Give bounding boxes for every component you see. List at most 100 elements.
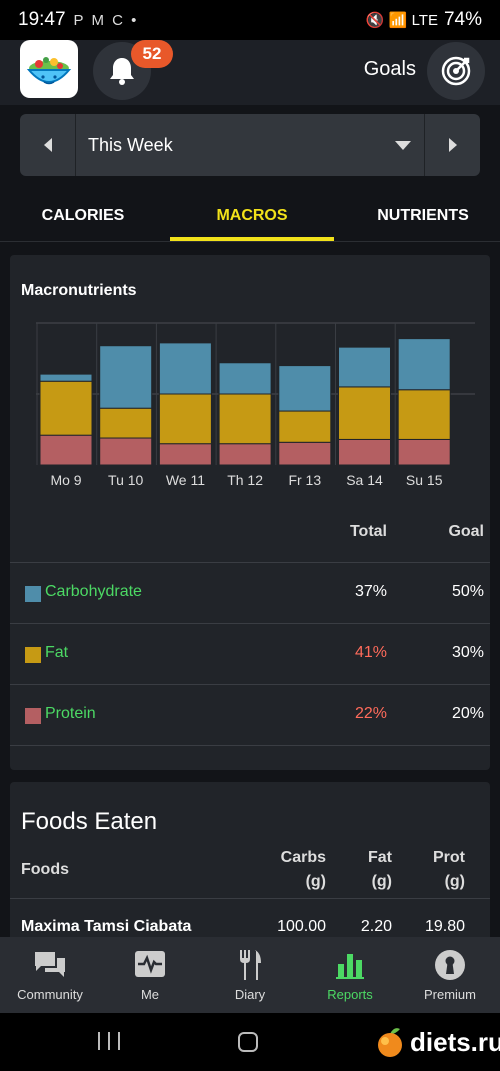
total-column-header: Total: [349, 523, 387, 540]
app-logo[interactable]: [20, 40, 78, 98]
battery-level: 74%: [443, 9, 482, 30]
bar-carbohydrate-tu-10: [99, 345, 153, 409]
goals-label[interactable]: Goals: [363, 58, 416, 80]
macro-name: Carbohydrate: [45, 583, 142, 600]
report-tabs: CALORIES MACROS NUTRIENTS: [0, 190, 500, 242]
foods-eaten-title: Foods Eaten: [21, 808, 158, 835]
bar-fat-fr-13: [278, 410, 332, 443]
prot-label: Prot: [433, 849, 465, 866]
nav-premium[interactable]: Premium: [400, 937, 500, 1013]
chevron-left-icon: [43, 138, 52, 152]
divider: [10, 898, 490, 899]
nav-label: Reports: [327, 987, 373, 1002]
divider: [75, 114, 76, 176]
bar-fat-tu-10: [99, 407, 153, 439]
keyhole-icon: [434, 949, 466, 981]
macro-name: Protein: [45, 705, 96, 722]
macro-row-fat: Fat 41% 30%: [10, 623, 490, 684]
bar-fat-we-11: [158, 393, 212, 445]
status-left-icons: P M C •: [73, 11, 139, 29]
row-divider: [10, 745, 490, 746]
fat-unit: (g): [371, 873, 392, 890]
fat-label: Fat: [368, 849, 392, 866]
bar-protein-tu-10: [99, 437, 153, 466]
bar-fat-mo-9: [39, 380, 93, 436]
goals-button[interactable]: [427, 42, 485, 100]
nav-label: Premium: [423, 987, 476, 1002]
x-tick-label: Fr 13: [288, 472, 321, 488]
food-name[interactable]: Maxima Tamsi Ciabata: [21, 918, 192, 935]
bar-carbohydrate-sa-14: [338, 346, 391, 388]
macro-total: 22%: [354, 705, 387, 722]
carbohydrate-swatch: [25, 586, 41, 602]
nav-diary[interactable]: Diary: [200, 937, 300, 1013]
nav-label: Diary: [234, 987, 266, 1002]
bar-fat-su-15: [397, 389, 451, 440]
bar-carbohydrate-fr-13: [278, 365, 332, 412]
tab-macros[interactable]: MACROS: [216, 207, 288, 224]
bar-protein-mo-9: [39, 434, 93, 466]
bar-fat-th-12: [218, 393, 272, 445]
prot-column-header: Prot (g): [433, 846, 465, 894]
carbs-column-header: Carbs (g): [281, 846, 326, 894]
apple-logo-icon: [378, 1028, 402, 1057]
macros-card: Macronutrients Mo 9 Tu 10 We 11 Th 12 Fr 13 S…: [10, 255, 490, 770]
food-prot: 19.80: [424, 918, 465, 935]
macro-row-protein: Protein 22% 20%: [10, 684, 490, 745]
caret-down-icon: [395, 140, 411, 150]
macro-goal: 20%: [451, 705, 484, 722]
carbs-unit: (g): [305, 873, 326, 890]
x-tick-label: We 11: [166, 472, 205, 488]
nav-me[interactable]: Me: [100, 937, 200, 1013]
active-tab-indicator: [170, 237, 334, 241]
macro-goal: 30%: [451, 644, 484, 661]
bar-carbohydrate-su-15: [397, 338, 451, 391]
bar-protein-th-12: [218, 443, 272, 466]
tab-calories[interactable]: CALORIES: [41, 207, 125, 224]
nav-reports[interactable]: Reports: [300, 937, 400, 1013]
period-selector: This Week: [20, 114, 480, 176]
salad-bowl-icon: [26, 57, 72, 85]
macronutrients-chart: Mo 9 Tu 10 We 11 Th 12 Fr 13 Sa 14 Su 15: [36, 322, 475, 488]
bell-icon: [110, 58, 134, 85]
previous-period-button[interactable]: [20, 114, 75, 176]
macro-goal: 50%: [451, 583, 484, 600]
watermark: diets.ru: [374, 1026, 500, 1058]
prot-unit: (g): [444, 873, 465, 890]
bar-protein-sa-14: [338, 438, 391, 466]
bar-carbohydrate-we-11: [158, 342, 212, 395]
recent-apps-button[interactable]: [98, 1032, 120, 1050]
fat-column-header: Fat (g): [368, 846, 392, 894]
period-dropdown[interactable]: This Week: [88, 134, 173, 155]
x-tick-label: Tu 10: [108, 472, 143, 488]
protein-swatch: [25, 708, 41, 724]
macro-row-carbohydrate: Carbohydrate 37% 50%: [10, 562, 490, 623]
bar-protein-fr-13: [278, 441, 332, 466]
bar-carbohydrate-mo-9: [39, 373, 93, 382]
target-icon: [441, 56, 471, 86]
tab-nutrients[interactable]: NUTRIENTS: [377, 207, 469, 224]
status-bar: 19:47 P M C • 🔇 📶 LTE 74%: [0, 0, 500, 40]
dropdown-toggle[interactable]: [382, 140, 424, 150]
chart-title: Macronutrients: [21, 282, 137, 299]
nav-label: Community: [17, 987, 83, 1002]
carbs-label: Carbs: [280, 849, 326, 866]
divider: [424, 114, 425, 176]
home-button[interactable]: [238, 1032, 258, 1052]
bar-carbohydrate-th-12: [218, 362, 272, 395]
nav-label: Me: [140, 987, 160, 1002]
food-carbs: 100.00: [277, 918, 326, 935]
bar-protein-su-15: [397, 438, 451, 466]
food-fat: 2.20: [360, 918, 392, 935]
bar-chart-icon: [335, 949, 365, 981]
nav-community[interactable]: Community: [0, 937, 100, 1013]
x-tick-label: Th 12: [227, 472, 263, 488]
macro-total: 41%: [354, 644, 387, 661]
x-tick-label: Mo 9: [50, 472, 81, 488]
foods-column-header: Foods: [21, 861, 69, 878]
bar-fat-sa-14: [338, 386, 391, 440]
heart-monitor-icon: [134, 949, 166, 981]
next-period-button[interactable]: [425, 114, 480, 176]
status-right-icons: 🔇 📶 LTE: [365, 12, 438, 29]
x-tick-label: Sa 14: [346, 472, 383, 488]
